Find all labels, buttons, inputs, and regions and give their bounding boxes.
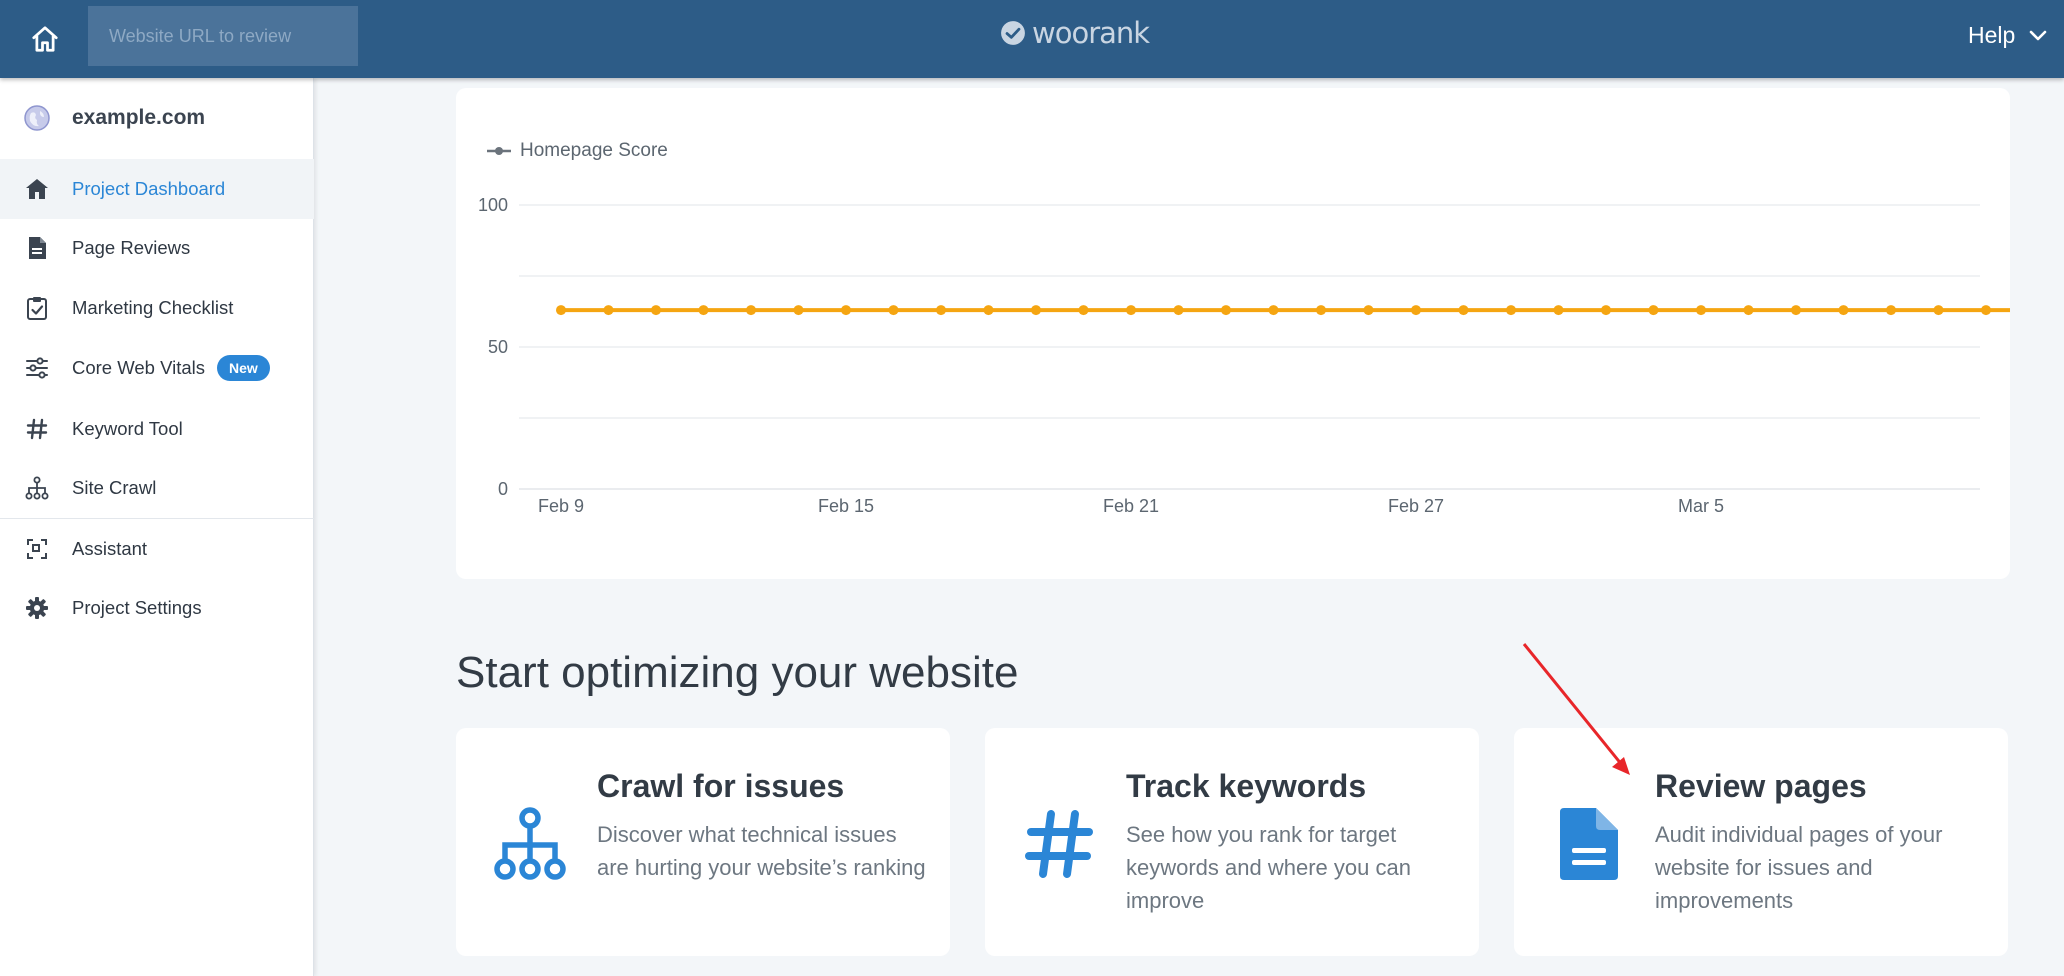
sidebar-item-assistant[interactable]: Assistant [0,519,314,579]
home-button[interactable] [24,18,66,60]
data-point [983,305,994,316]
project-name: example.com [72,106,206,129]
scan-icon [24,536,50,562]
chart-legend[interactable]: Homepage Score [486,140,668,162]
sidebar-item-marketing-checklist[interactable]: Marketing Checklist [0,278,314,338]
sidebar-item-label: Keyword Tool [72,418,183,439]
woorank-logo[interactable]: woorank [1000,16,1150,50]
card-title: Track keywords [1126,768,1367,804]
chevron-down-icon [2030,30,2047,40]
top-bar: woorank Help [0,0,2064,78]
data-point [746,305,756,316]
homepage-score-chart-card: Homepage Score 100 50 0 Feb 9 Feb 15 Feb 21 Fe… [456,88,2010,579]
data-point [603,305,614,316]
sidebar-item-label: Core Web Vitals [72,357,205,378]
data-point [1886,305,1896,316]
check-circle-icon [1001,21,1025,45]
project-selector[interactable]: example.com [0,78,314,158]
data-point [1031,305,1041,316]
data-point [1363,305,1374,316]
sidebar-item-label: Assistant [72,538,148,559]
document-icon [24,235,50,261]
y-tick-label: 100 [478,195,508,215]
sidebar-item-label: Page Reviews [72,237,191,258]
data-point [888,305,899,316]
review-pages-card[interactable]: Review pages Audit individual pages of y… [1514,728,2008,956]
data-point [1268,305,1279,316]
sliders-icon [24,355,50,381]
home-icon [32,26,58,52]
homepage-score-line-chart: 100 50 0 Feb 9 Feb 15 Feb 21 Feb 27 Mar 5 [478,195,2010,516]
legend-line-marker-icon [487,147,511,155]
x-tick-label: Feb 15 [818,496,874,516]
card-description: Discover what technical issues are hurti… [597,822,926,880]
sidebar-item-label: Project Dashboard [72,178,226,199]
data-point [1173,305,1184,316]
clipboard-check-icon [24,295,50,321]
website-url-input[interactable] [88,6,358,66]
globe-icon [24,105,50,131]
data-point [1601,305,1611,316]
sidebar-divider [0,518,314,519]
data-point [556,305,566,316]
data-point [1506,305,1516,316]
card-title: Review pages [1655,768,1867,804]
data-point [1696,305,1706,316]
data-point [793,305,804,316]
data-point [1078,305,1089,316]
data-point [936,305,946,316]
y-tick-label: 50 [488,337,508,357]
section-title: Start optimizing your website [456,648,1019,697]
data-point [1553,305,1564,316]
data-point [1743,305,1754,316]
x-tick-label: Mar 5 [1678,496,1724,516]
sidebar-item-site-crawl[interactable]: Site Crawl [0,458,314,518]
legend-label: Homepage Score [520,140,668,161]
data-point [651,305,661,316]
sidebar-item-keyword-tool[interactable]: Keyword Tool [0,399,314,459]
sidebar-item-core-web-vitals[interactable]: Core Web Vitals New [0,338,314,398]
data-point [1411,305,1421,316]
x-tick-label: Feb 9 [538,496,584,516]
data-point [1933,305,1944,316]
data-point [1458,305,1469,316]
sitemap-icon [24,475,50,501]
card-description: See how you rank for target keywords and… [1126,822,1411,913]
gear-icon [24,595,50,621]
logo-text: woorank [1032,16,1150,50]
sidebar-item-project-dashboard[interactable]: Project Dashboard [0,159,314,219]
sidebar-item-label: Site Crawl [72,477,157,498]
home-icon [24,176,50,202]
sidebar-item-project-settings[interactable]: Project Settings [0,578,314,638]
data-point [1838,305,1849,316]
data-point [1648,305,1659,316]
data-point [1221,305,1231,316]
sidebar-item-page-reviews[interactable]: Page Reviews [0,218,314,278]
data-point [1791,305,1801,316]
help-menu[interactable]: Help [1968,22,2047,49]
document-icon [1550,806,1626,882]
card-title: Crawl for issues [597,768,845,804]
crawl-for-issues-card[interactable]: Crawl for issues Discover what technical… [456,728,950,956]
help-label: Help [1968,22,2016,48]
sidebar: example.com Project Dashboard Page Revie… [0,78,314,976]
new-badge: New [217,355,270,381]
x-tick-label: Feb 21 [1103,496,1159,516]
track-keywords-card[interactable]: Track keywords See how you rank for targ… [985,728,1479,956]
y-tick-label: 0 [498,479,508,499]
data-point [841,305,851,316]
sitemap-icon [492,806,568,882]
data-point [698,305,709,316]
data-point [1126,305,1136,316]
x-tick-label: Feb 27 [1388,496,1444,516]
sidebar-item-label: Project Settings [72,597,202,618]
hashtag-icon [24,416,50,442]
data-point [1981,305,1991,316]
hashtag-icon [1021,806,1097,882]
sidebar-item-label: Marketing Checklist [72,297,234,318]
data-point [1316,305,1326,316]
card-description: Audit individual pages of your website f… [1655,822,1943,913]
